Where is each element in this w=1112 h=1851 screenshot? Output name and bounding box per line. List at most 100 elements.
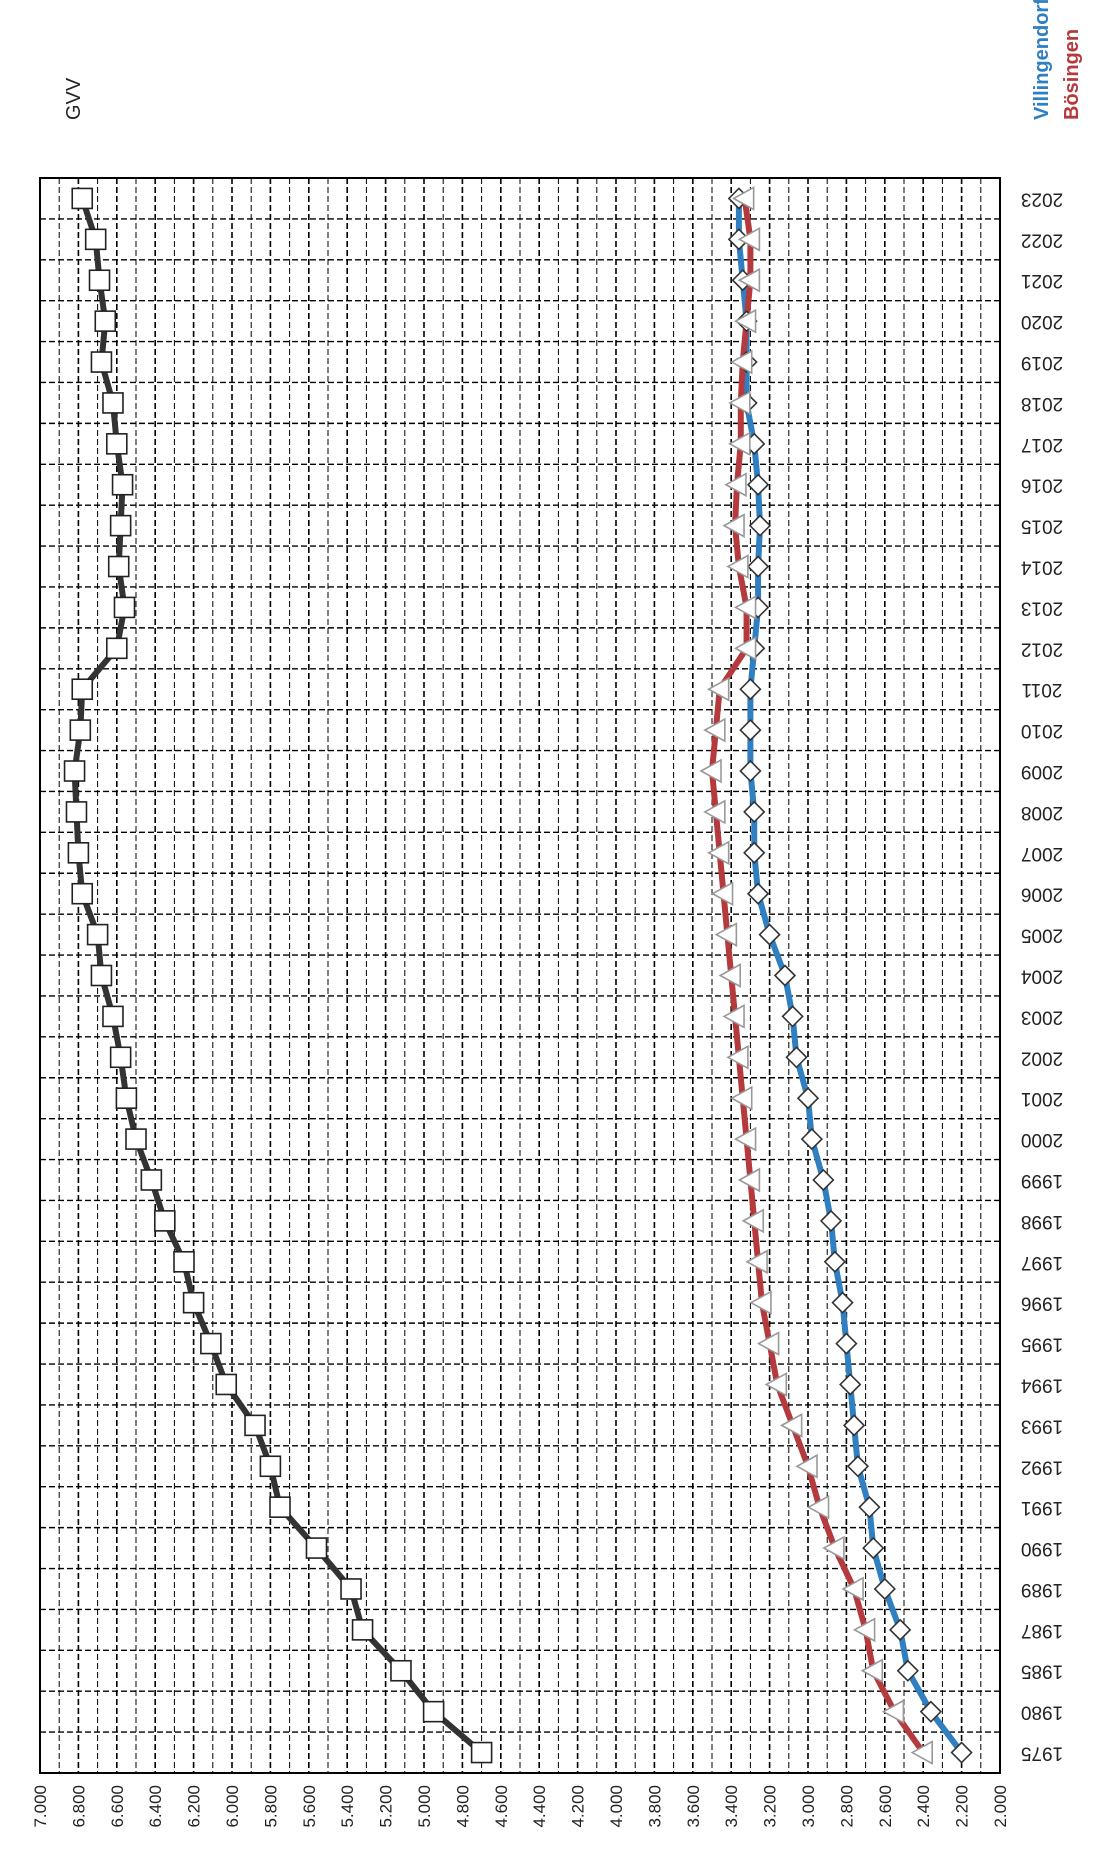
data-point-square: [63, 760, 86, 782]
data-point-triangle: [910, 1740, 934, 1765]
x-tick-label: 2007: [1021, 843, 1063, 864]
data-point-triangle: [726, 554, 749, 579]
x-tick-label: 2016: [1021, 475, 1063, 496]
x-tick-label: 1989: [1021, 1579, 1063, 1600]
data-point-square: [84, 228, 107, 251]
y-tick-label: 2.200: [953, 1785, 972, 1828]
x-tick-label: 2010: [1021, 720, 1063, 741]
x-tick-label: 2008: [1021, 802, 1063, 823]
x-tick-label: 1995: [1021, 1334, 1063, 1355]
data-point-square: [88, 269, 111, 292]
x-tick-label: 2003: [1021, 1006, 1063, 1027]
y-tick-label: 3.200: [761, 1785, 780, 1828]
data-point-diamond: [831, 1291, 854, 1314]
x-tick-label: 2018: [1021, 393, 1063, 414]
data-point-triangle: [730, 1085, 753, 1111]
data-point-diamond: [746, 882, 770, 905]
data-point-diamond: [739, 759, 762, 783]
data-point-triangle: [728, 390, 751, 416]
x-tick-label: 2012: [1021, 638, 1063, 659]
x-axis-ticks: 1975 1980 1985 1987 1989 1990 1991 1992 1993 1994…: [1020, 188, 1063, 1763]
data-point-square: [422, 1700, 445, 1723]
x-tick-label: 2004: [1020, 965, 1063, 986]
data-point-diamond: [743, 841, 766, 864]
y-tick-label: 3.600: [684, 1785, 703, 1828]
data-point-triangle: [779, 1413, 803, 1438]
data-point-diamond: [862, 1536, 885, 1560]
data-point-triangle: [726, 1044, 749, 1070]
data-point-square: [340, 1578, 362, 1600]
data-point-square: [244, 1414, 266, 1437]
series-markers: [63, 186, 973, 1765]
y-tick-label: 6.000: [223, 1785, 242, 1828]
x-tick-label: 2017: [1021, 434, 1063, 455]
data-point-triangle: [841, 1576, 864, 1602]
data-point-square: [109, 514, 132, 537]
data-point-square: [351, 1619, 374, 1641]
data-point-square: [215, 1373, 238, 1396]
data-point-diamond: [950, 1741, 973, 1764]
x-tick-label: 1996: [1021, 1293, 1063, 1314]
data-point-triangle: [731, 186, 755, 211]
data-point-triangle: [710, 881, 734, 907]
y-tick-label: 5.000: [415, 1785, 434, 1828]
x-tick-label: 2019: [1021, 352, 1063, 373]
data-point-triangle: [707, 676, 730, 702]
x-tick-label: 1999: [1021, 1170, 1063, 1191]
y-tick-label: 4.000: [607, 1785, 626, 1828]
x-tick-label: 1987: [1021, 1620, 1063, 1641]
data-point-square: [200, 1332, 222, 1355]
data-point-diamond: [746, 473, 770, 496]
data-point-diamond: [858, 1496, 881, 1519]
data-point-triangle: [728, 431, 751, 457]
data-point-triangle: [795, 1453, 818, 1479]
y-axis-ticks: 2.000 2.200 2.400 2.600 2.800 3.000 3.200 3.400…: [31, 1785, 1010, 1828]
y-tick-label: 6.600: [108, 1785, 127, 1828]
x-tick-label: 2013: [1021, 597, 1063, 618]
data-point-square: [106, 637, 128, 660]
data-point-diamond: [873, 1577, 896, 1601]
x-tick-label: 2014: [1020, 557, 1063, 578]
data-point-triangle: [699, 758, 722, 784]
data-point-diamond: [919, 1700, 943, 1723]
data-point-square: [106, 433, 128, 455]
y-tick-label: 2.000: [991, 1785, 1010, 1828]
data-point-square: [67, 842, 90, 864]
data-point-diamond: [758, 923, 781, 946]
data-point-triangle: [703, 717, 726, 743]
y-tick-label: 5.800: [261, 1785, 280, 1828]
data-point-diamond: [746, 555, 770, 578]
data-point-square: [69, 719, 92, 741]
data-point-square: [173, 1250, 195, 1273]
legend-label: Bösingen: [1061, 29, 1083, 120]
chart-grid: [39, 177, 1001, 1774]
data-point-triangle: [806, 1494, 830, 1520]
data-point-diamond: [739, 678, 762, 701]
y-tick-label: 4.200: [569, 1785, 588, 1828]
x-tick-label: 1994: [1020, 1374, 1063, 1395]
x-tick-label: 2005: [1021, 925, 1063, 946]
data-point-triangle: [822, 1535, 845, 1561]
y-tick-label: 7.000: [31, 1785, 50, 1828]
data-point-triangle: [741, 1208, 765, 1234]
data-point-diamond: [839, 1373, 862, 1396]
data-point-diamond: [819, 1209, 843, 1233]
y-tick-label: 5.200: [377, 1785, 396, 1828]
x-tick-label: 2009: [1021, 761, 1063, 782]
x-tick-label: 1990: [1021, 1538, 1063, 1559]
data-point-square: [86, 923, 109, 946]
data-point-square: [390, 1659, 412, 1682]
x-tick-label: 1992: [1021, 1456, 1063, 1477]
data-point-triangle: [733, 308, 757, 334]
data-point-square: [113, 596, 136, 619]
data-point-square: [90, 964, 113, 987]
data-point-triangle: [764, 1372, 788, 1397]
data-point-square: [71, 882, 94, 905]
data-point-square: [71, 678, 94, 701]
x-tick-label: 2015: [1021, 516, 1063, 537]
data-point-diamond: [846, 1455, 870, 1478]
data-point-square: [111, 473, 134, 496]
y-tick-label: 4.400: [530, 1785, 549, 1828]
